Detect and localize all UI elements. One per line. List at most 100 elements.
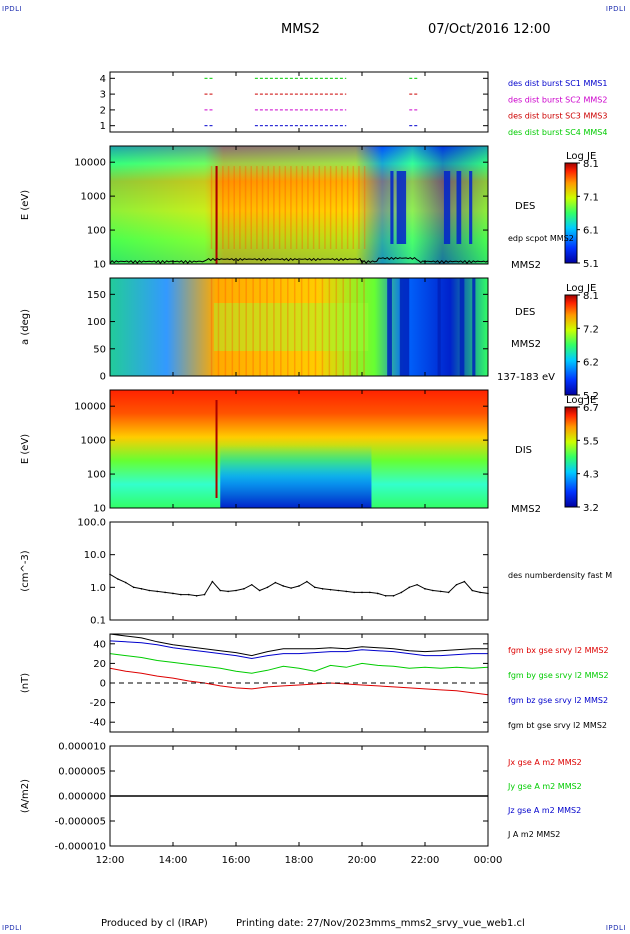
- current-legend-label: Jy gse A m2 MMS2: [507, 782, 582, 791]
- des-energy-striation: [363, 166, 366, 249]
- des-energy-striation: [210, 166, 213, 249]
- density-point: [235, 589, 237, 592]
- current-y-tick-label: 0.000005: [58, 767, 106, 778]
- density-point: [416, 583, 418, 586]
- des-energy-striation: [341, 166, 343, 249]
- des-energy-dropout: [443, 171, 451, 244]
- density-point: [479, 591, 481, 594]
- time-tick-label: 00:00: [474, 855, 503, 866]
- header-spacecraft: MMS2: [281, 22, 320, 37]
- density-point: [282, 585, 285, 587]
- des-pitch-striation: [231, 278, 234, 376]
- corner-mark-bottom-left: IPDLI: [2, 924, 23, 932]
- des-energy-time-structure: [110, 146, 488, 264]
- density-y-tick-label: 0.1: [90, 616, 106, 627]
- des-energy-striation: [222, 166, 224, 249]
- des-pitch-striation: [273, 278, 275, 376]
- density-point: [321, 588, 324, 590]
- bfield-line: [109, 653, 489, 674]
- des-pitch-striation: [287, 278, 289, 376]
- density-point: [211, 580, 214, 583]
- des-pitch-striation: [252, 278, 254, 376]
- density-point: [164, 591, 166, 594]
- density-point: [337, 589, 340, 592]
- density-point: [432, 589, 434, 592]
- density-point: [132, 586, 135, 589]
- time-tick-label: 20:00: [348, 855, 377, 866]
- density-point: [471, 589, 474, 592]
- des-pitch-striation: [259, 278, 261, 376]
- des-pitch-colorbar: [564, 294, 578, 396]
- des-pitch-dropout: [472, 278, 476, 376]
- time-tick-label: 14:00: [159, 855, 188, 866]
- density-point: [424, 588, 426, 590]
- footer-file: mms_mms2_srvy_vue_web1.cl: [371, 918, 525, 929]
- density-point: [187, 593, 190, 596]
- time-tick-label: 22:00: [411, 855, 440, 866]
- dis-energy-colorbar-title: Log JE: [566, 395, 596, 406]
- dis-energy-instrument: DIS: [515, 445, 532, 456]
- density-point: [298, 585, 300, 587]
- burst-legend-label: des dist burst SC4 MMS4: [508, 128, 607, 137]
- des-pitch-y-tick-label: 0: [100, 372, 106, 383]
- des-pitch-y-tick-label: 100: [87, 317, 106, 328]
- density-y-tick-label: 10.0: [84, 550, 106, 561]
- bfield-y-tick-label: 40: [93, 639, 106, 650]
- density-y-tick-label: 1.0: [90, 583, 106, 594]
- des-energy-striation: [318, 166, 321, 249]
- burst-legend-label: des dist burst SC2 MMS2: [508, 95, 607, 104]
- corner-mark-bottom-right: IPDLI: [605, 924, 626, 932]
- density-frame: [109, 521, 489, 621]
- des-energy-striation: [329, 166, 332, 249]
- des-pitch-striation: [363, 278, 365, 376]
- des-energy-colorbar-tick-label: 6.1: [583, 226, 599, 237]
- density-point: [361, 591, 363, 594]
- bfield-line: [109, 667, 489, 696]
- density-point: [369, 591, 371, 594]
- des-energy-spike: [215, 166, 218, 264]
- dis-energy-y-tick-label: 1000: [81, 436, 106, 447]
- density-point: [290, 587, 292, 589]
- current-legend-label: Jz gse A m2 MMS2: [507, 806, 581, 815]
- dis-energy-lowband: [220, 445, 372, 508]
- density-point: [345, 590, 348, 593]
- bfield-legend-label: fgm bt gse srvy l2 MMS2: [508, 721, 607, 730]
- des-energy-striation: [250, 166, 252, 249]
- dis-energy-spike: [215, 400, 218, 498]
- des-energy-striation: [335, 166, 338, 249]
- burst-y-tick-label: 2: [100, 105, 106, 116]
- density-y-label: (cm^-3): [20, 550, 31, 591]
- bfield-y-tick-label: -20: [90, 698, 106, 709]
- des-energy-y-tick-label: 10: [93, 260, 106, 271]
- des-energy-dropout: [469, 171, 473, 244]
- des-energy-striation: [244, 166, 247, 249]
- des-energy-colorbar: [564, 162, 578, 264]
- dis-energy-colorbar-tick-label: 5.5: [583, 436, 599, 447]
- header-datetime: 07/Oct/2016 12:00: [428, 22, 551, 37]
- dis-energy-y-tick-label: 100: [87, 470, 106, 481]
- des-pitch-instrument: DES: [515, 307, 535, 318]
- bfield-line: [109, 640, 488, 660]
- density-point: [384, 595, 387, 597]
- des-pitch-colorbar-tick-label: 8.1: [583, 291, 599, 302]
- des-energy-striation: [256, 166, 258, 249]
- corner-mark-top-left: IPDLI: [2, 5, 23, 13]
- density-point: [227, 590, 229, 593]
- des-pitch-striation: [217, 278, 220, 376]
- des-pitch-midband: [213, 303, 369, 351]
- bfield-legend-label: fgm by gse srvy l2 MMS2: [508, 671, 609, 680]
- des-pitch-striation: [266, 278, 268, 376]
- density-point: [306, 580, 308, 583]
- current-y-tick-label: 0.000000: [58, 792, 106, 803]
- des-energy-striation: [290, 166, 292, 249]
- des-pitch-y-tick-label: 150: [87, 290, 106, 301]
- time-tick-label: 18:00: [285, 855, 314, 866]
- density-point: [329, 588, 332, 591]
- des-energy-overlay-label: edp scpot MMS2: [508, 234, 574, 243]
- density-point: [156, 590, 159, 593]
- burst-legend-label: des dist burst SC3 MMS3: [508, 112, 607, 121]
- bfield-line: [109, 633, 488, 657]
- des-energy-spacecraft: MMS2: [511, 260, 541, 271]
- des-energy-y-tick-label: 1000: [81, 192, 106, 203]
